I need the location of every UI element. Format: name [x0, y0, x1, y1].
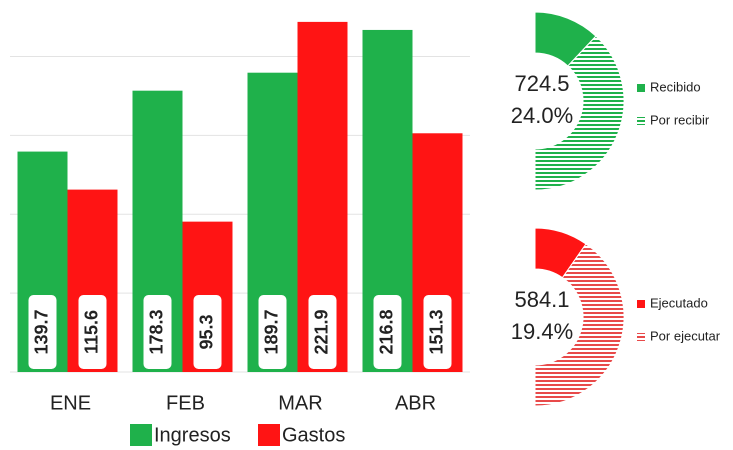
legend-swatch [637, 300, 645, 308]
value-label-box [423, 295, 452, 369]
value-label-box [193, 295, 222, 369]
value-label-box [143, 295, 172, 369]
x-tick-label: ENE [50, 392, 91, 414]
legend-swatch [637, 117, 645, 125]
value-label: 95.3 [196, 314, 216, 349]
value-label-box [78, 295, 107, 369]
legend-label: Ejecutado [650, 295, 708, 310]
x-tick-label: MAR [278, 392, 322, 414]
value-label-box [308, 295, 337, 369]
x-tick-label: FEB [166, 392, 205, 414]
value-label-box [373, 295, 402, 369]
legend-label: Por recibir [650, 112, 710, 127]
value-label: 178.3 [146, 309, 166, 354]
value-label-box [258, 295, 287, 369]
center-percent: 24.0% [511, 103, 573, 128]
center-percent: 19.4% [511, 319, 573, 344]
legend-swatch [258, 424, 280, 446]
donut-segment [534, 243, 625, 407]
legend-swatch [130, 424, 152, 446]
value-label: 151.3 [426, 309, 446, 354]
legend-label: Gastos [282, 424, 345, 446]
center-value: 724.5 [514, 71, 569, 96]
x-tick-label: ABR [395, 392, 436, 414]
value-label: 216.8 [376, 309, 396, 354]
value-label: 139.7 [31, 309, 51, 354]
legend-label: Por ejecutar [650, 328, 721, 343]
legend-swatch [637, 333, 645, 341]
value-label: 221.9 [311, 309, 331, 354]
legend-label: Ingresos [154, 424, 231, 446]
center-value: 584.1 [514, 287, 569, 312]
legend-label: Recibido [650, 79, 701, 94]
legend-swatch [637, 84, 645, 92]
donut-segment [534, 35, 625, 191]
value-label: 115.6 [81, 310, 101, 354]
value-label: 189.7 [261, 309, 281, 354]
value-label-box [28, 295, 57, 369]
